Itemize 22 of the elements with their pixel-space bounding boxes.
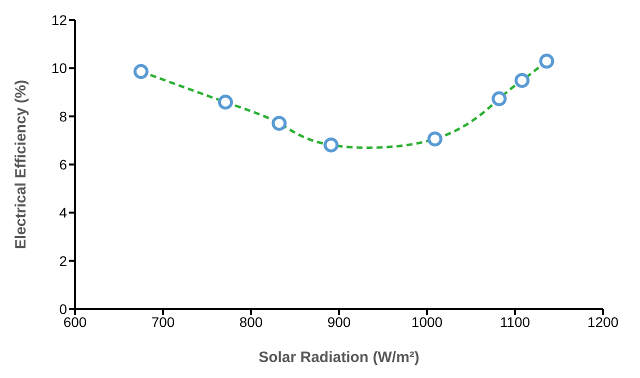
- point: [272, 116, 287, 131]
- y-tick-label: 4: [59, 204, 68, 221]
- point: [514, 72, 530, 88]
- x-tick-label: 1200: [587, 314, 619, 330]
- point: [427, 131, 442, 146]
- y-axis-title: Electrical Efficiency (%): [12, 80, 30, 250]
- point: [492, 91, 507, 106]
- point: [539, 54, 554, 69]
- x-axis-title: Solar Radiation (W/m²): [258, 349, 420, 366]
- y-tick-label: 2: [59, 252, 68, 269]
- y-tick-label: 8: [59, 108, 68, 124]
- x-tick-label: 1000: [411, 314, 443, 330]
- x-tick-label: 900: [327, 314, 351, 330]
- point: [134, 64, 148, 80]
- point: [218, 94, 233, 110]
- y-tick-label: 6: [59, 156, 68, 172]
- x-tick-label: 800: [239, 314, 263, 330]
- y-tick-label: 10: [51, 60, 68, 76]
- x-tick-label: 1100: [500, 314, 530, 330]
- y-tick-label: 12: [51, 12, 68, 28]
- point: [324, 137, 339, 152]
- x-tick-label: 700: [151, 314, 175, 330]
